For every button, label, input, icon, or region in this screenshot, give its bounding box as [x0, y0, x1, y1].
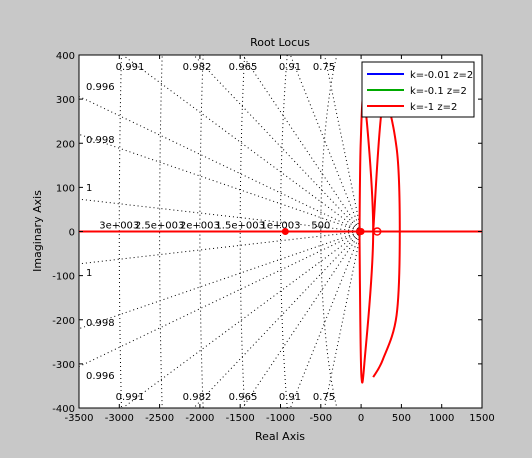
- frequency-label: 500: [311, 221, 330, 232]
- pole-marker: [282, 229, 288, 235]
- y-tick-label: -300: [52, 360, 75, 371]
- x-tick-label: -1500: [226, 413, 255, 424]
- legend-label-1: k=-0.01 z=2: [410, 70, 473, 81]
- damping-label-side: 1: [86, 183, 92, 194]
- damping-label-side: 1: [86, 268, 92, 279]
- x-tick-label: 500: [392, 413, 411, 424]
- damping-label-bottom: 0.965: [229, 392, 258, 403]
- x-tick-label: -1000: [266, 413, 295, 424]
- damping-label-top: 0.965: [229, 62, 258, 73]
- frequency-label: 1.5e+003: [215, 221, 265, 232]
- damping-label-bottom: 0.75: [313, 392, 335, 403]
- frequency-label: 2e+003: [180, 221, 220, 232]
- damping-label-side: 0.998: [86, 135, 115, 146]
- y-tick-label: -100: [52, 272, 75, 283]
- y-tick-label: 0: [69, 228, 75, 239]
- frequency-label: 2.5e+003: [135, 221, 185, 232]
- x-tick-label: 1500: [469, 413, 494, 424]
- x-tick-label: -2500: [145, 413, 174, 424]
- y-tick-label: 100: [56, 183, 75, 194]
- legend-label-2: k=-0.1 z=2: [410, 86, 467, 97]
- y-tick-label: 300: [56, 95, 75, 106]
- x-tick-label: -2000: [185, 413, 214, 424]
- x-tick-label: 0: [358, 413, 364, 424]
- damping-label-side: 0.996: [86, 82, 115, 93]
- damping-label-side: 0.996: [86, 371, 115, 382]
- x-tick-label: -3000: [105, 413, 134, 424]
- x-tick-label: -500: [309, 413, 332, 424]
- damping-label-top: 0.75: [313, 62, 335, 73]
- damping-label-top: 0.91: [279, 62, 301, 73]
- damping-label-bottom: 0.982: [183, 392, 212, 403]
- frequency-label: 3e+003: [99, 221, 139, 232]
- legend-label-3: k=-1 z=2: [410, 102, 457, 113]
- y-tick-label: -200: [52, 316, 75, 327]
- damping-label-bottom: 0.91: [279, 392, 301, 403]
- legend: k=-0.01 z=2 k=-0.1 z=2 k=-1 z=2: [362, 62, 474, 117]
- damping-label-top: 0.982: [183, 62, 212, 73]
- x-tick-label: 1000: [429, 413, 454, 424]
- y-tick-label: -400: [52, 404, 75, 415]
- x-axis-label: Real Axis: [255, 430, 305, 443]
- y-tick-label: 400: [56, 51, 75, 62]
- y-axis-label: Imaginary Axis: [31, 190, 44, 272]
- frequency-label: 1e+003: [261, 221, 301, 232]
- pole-marker: [358, 229, 364, 235]
- damping-label-bottom: 0.991: [116, 392, 145, 403]
- damping-label-top: 0.991: [116, 62, 145, 73]
- damping-label-side: 0.998: [86, 318, 115, 329]
- y-tick-label: 200: [56, 139, 75, 150]
- chart-title: Root Locus: [250, 36, 310, 49]
